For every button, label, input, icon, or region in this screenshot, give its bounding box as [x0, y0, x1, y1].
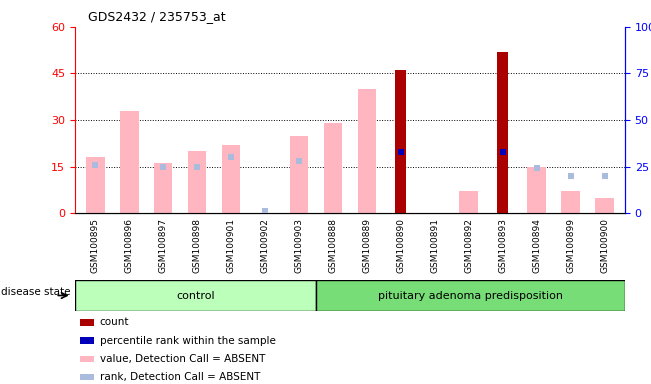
Bar: [395, 70, 406, 213]
Bar: [324, 123, 342, 213]
Text: disease state: disease state: [1, 287, 70, 297]
Text: GSM100892: GSM100892: [464, 218, 473, 273]
Bar: [561, 191, 580, 213]
Text: GSM100888: GSM100888: [329, 218, 337, 273]
Bar: [527, 167, 546, 213]
Bar: [595, 198, 614, 213]
Text: GSM100898: GSM100898: [193, 218, 202, 273]
Bar: [460, 191, 478, 213]
Bar: [154, 164, 173, 213]
Bar: [357, 89, 376, 213]
Text: GSM100894: GSM100894: [532, 218, 541, 273]
Text: GSM100890: GSM100890: [396, 218, 406, 273]
Text: GSM100903: GSM100903: [294, 218, 303, 273]
Text: count: count: [100, 317, 129, 327]
Bar: [497, 52, 508, 213]
Text: GSM100900: GSM100900: [600, 218, 609, 273]
Bar: [222, 145, 240, 213]
Text: GSM100889: GSM100889: [363, 218, 371, 273]
Bar: [316, 280, 625, 311]
Bar: [120, 111, 139, 213]
Text: pituitary adenoma predisposition: pituitary adenoma predisposition: [378, 291, 562, 301]
Bar: [75, 280, 316, 311]
Text: GSM100893: GSM100893: [498, 218, 507, 273]
Text: value, Detection Call = ABSENT: value, Detection Call = ABSENT: [100, 354, 265, 364]
Bar: [80, 319, 94, 326]
Bar: [80, 374, 94, 380]
Text: GSM100901: GSM100901: [227, 218, 236, 273]
Text: rank, Detection Call = ABSENT: rank, Detection Call = ABSENT: [100, 372, 260, 382]
Text: control: control: [176, 291, 215, 301]
Text: GDS2432 / 235753_at: GDS2432 / 235753_at: [88, 10, 225, 23]
Bar: [290, 136, 309, 213]
Text: GSM100902: GSM100902: [260, 218, 270, 273]
Bar: [80, 337, 94, 344]
Text: GSM100899: GSM100899: [566, 218, 575, 273]
Bar: [80, 356, 94, 362]
Bar: [86, 157, 105, 213]
Text: GSM100895: GSM100895: [90, 218, 100, 273]
Text: percentile rank within the sample: percentile rank within the sample: [100, 336, 275, 346]
Bar: [187, 151, 206, 213]
Text: GSM100896: GSM100896: [125, 218, 133, 273]
Text: GSM100891: GSM100891: [430, 218, 439, 273]
Text: GSM100897: GSM100897: [159, 218, 168, 273]
